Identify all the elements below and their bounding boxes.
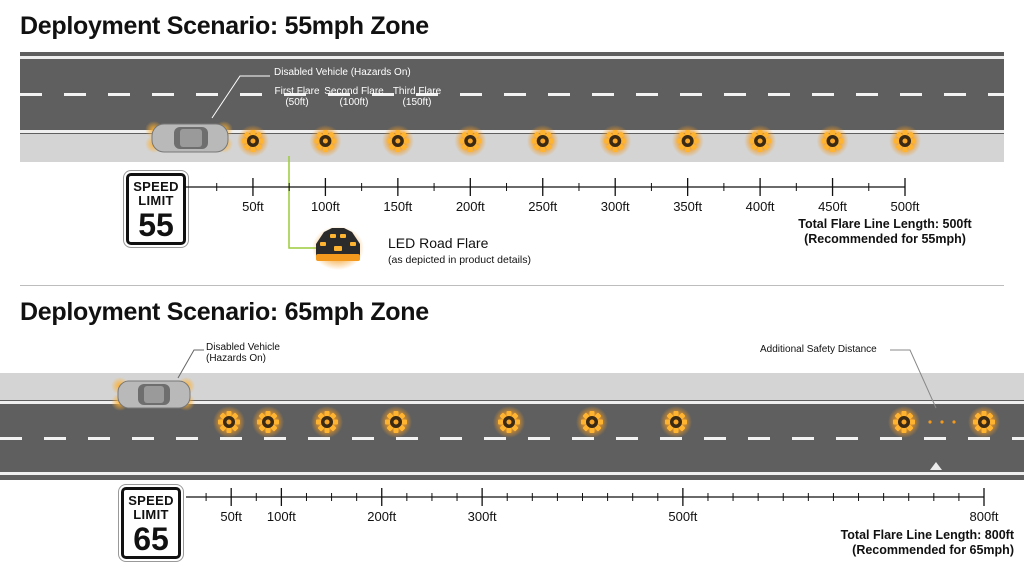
disabled-vehicle-55 [145, 121, 233, 153]
total-length-65-line1: Total Flare Line Length: 800ft [840, 528, 1014, 542]
total-length-65: Total Flare Line Length: 800ft (Recommen… [818, 528, 1014, 558]
total-length-55-line2: (Recommended for 55mph) [804, 232, 966, 246]
third-flare-label-line2: (150ft) [402, 97, 432, 108]
flare-group-65 [213, 406, 1000, 438]
total-length-55-line1: Total Flare Line Length: 500ft [798, 217, 972, 231]
first-flare-label: First Flare (50ft) [270, 86, 324, 108]
sign-55-number: 55 [138, 207, 174, 243]
lane-dashes-55 [20, 93, 1004, 96]
safety-distance-dots [928, 420, 956, 424]
s1-tick-label: 400ft [746, 199, 775, 214]
s2-flare-8 [888, 406, 920, 438]
s2-flare-5 [493, 406, 525, 438]
s1-flare-7 [671, 125, 704, 157]
flare-legend-text: LED Road Flare (as depicted in product d… [388, 235, 531, 266]
vehicle-label-65: Disabled Vehicle (Hazards On) [206, 342, 280, 364]
road-edge-line-65 [0, 472, 1024, 475]
s1-tick-label: 350ft [673, 199, 702, 214]
flare-legend-title: LED Road Flare [388, 235, 489, 251]
s2-tick-label: 200ft [367, 509, 396, 524]
s1-tick-label: 250ft [528, 199, 557, 214]
scenario-55-title: Deployment Scenario: 55mph Zone [20, 12, 429, 40]
s1-flare-2 [309, 125, 342, 157]
disabled-vehicle-65 [111, 377, 195, 411]
s1-tick-label: 200ft [456, 199, 485, 214]
sign-65-line2: LIMIT [133, 507, 169, 522]
s1-flare-10 [889, 125, 921, 157]
speed-limit-sign-65: SPEED LIMIT 65 [121, 487, 181, 559]
vehicle-leader-line-65 [177, 349, 204, 379]
second-flare-label-line2: (100ft) [339, 97, 369, 108]
s1-tick-label: 50ft [242, 199, 264, 214]
s1-flare-3 [381, 125, 414, 157]
safety-distance-arrow [930, 462, 942, 470]
s2-flare-4 [380, 406, 412, 438]
vehicle-leader-line-55 [211, 75, 270, 119]
second-flare-label: Second Flare (100ft) [320, 86, 388, 108]
s2-flare-3 [311, 406, 343, 438]
vehicle-label-55: Disabled Vehicle (Hazards On) [274, 67, 411, 78]
s2-flare-9 [968, 406, 1000, 438]
flare-legend-subtitle: (as depicted in product details) [388, 254, 531, 266]
first-flare-label-line1: First Flare [274, 86, 320, 97]
road-edge-line-55 [20, 56, 1004, 59]
s1-flare-6 [599, 125, 632, 157]
s2-tick-label: 500ft [668, 509, 697, 524]
led-road-flare-icon [312, 226, 364, 270]
road-edge-line-55 [20, 130, 1004, 133]
road-edge-line-65 [0, 401, 1024, 404]
section-divider [20, 285, 1004, 286]
s2-flare-1 [213, 406, 245, 438]
s1-tick-label: 150ft [383, 199, 412, 214]
lane-dashes-65 [0, 437, 1024, 440]
s2-tick-label: 300ft [468, 509, 497, 524]
s2-flare-7 [660, 406, 692, 438]
s2-tick-label: 800ft [970, 509, 999, 524]
sign-65-line1: SPEED [128, 493, 174, 508]
s2-flare-2 [252, 406, 284, 438]
s2-tick-label: 100ft [267, 509, 296, 524]
s1-flare-5 [526, 125, 559, 157]
distance-axis-55: 50ft 100ft 150ft 200ft 250ft 300ft 350ft 400ft 4… [186, 178, 920, 214]
safety-distance-leader-line [890, 349, 937, 409]
s1-tick-label: 500ft [891, 199, 920, 214]
s1-flare-8 [744, 125, 777, 157]
first-flare-label-line2: (50ft) [285, 97, 309, 108]
vehicle-label-65-line2: (Hazards On) [206, 353, 267, 364]
third-flare-label-line1: Third Flare [392, 86, 442, 97]
s2-flare-6 [576, 406, 608, 438]
s1-tick-label: 100ft [311, 199, 340, 214]
safety-distance-label: Additional Safety Distance [760, 344, 877, 355]
s1-tick-label: 300ft [601, 199, 630, 214]
flare-group-55 [236, 125, 921, 157]
total-length-65-line2: (Recommended for 65mph) [852, 543, 1014, 557]
s1-flare-4 [454, 125, 487, 157]
s2-tick-label: 50ft [220, 509, 242, 524]
total-length-55: Total Flare Line Length: 500ft (Recommen… [790, 217, 980, 247]
vehicle-label-65-line1: Disabled Vehicle [206, 342, 280, 353]
s1-flare-1 [236, 125, 269, 157]
s1-flare-9 [816, 125, 849, 157]
speed-limit-sign-55: SPEED LIMIT 55 [126, 173, 186, 245]
sign-55-line1: SPEED [133, 179, 179, 194]
s1-tick-label: 450ft [818, 199, 847, 214]
distance-axis-65: 50ft 100ft 200ft 300ft 500ft 800ft [186, 488, 999, 524]
second-flare-label-line1: Second Flare [324, 86, 384, 97]
sign-65-number: 65 [133, 521, 169, 557]
sign-55-line2: LIMIT [138, 193, 174, 208]
scenario-65-title: Deployment Scenario: 65mph Zone [20, 298, 429, 326]
third-flare-label: Third Flare (150ft) [388, 86, 446, 108]
